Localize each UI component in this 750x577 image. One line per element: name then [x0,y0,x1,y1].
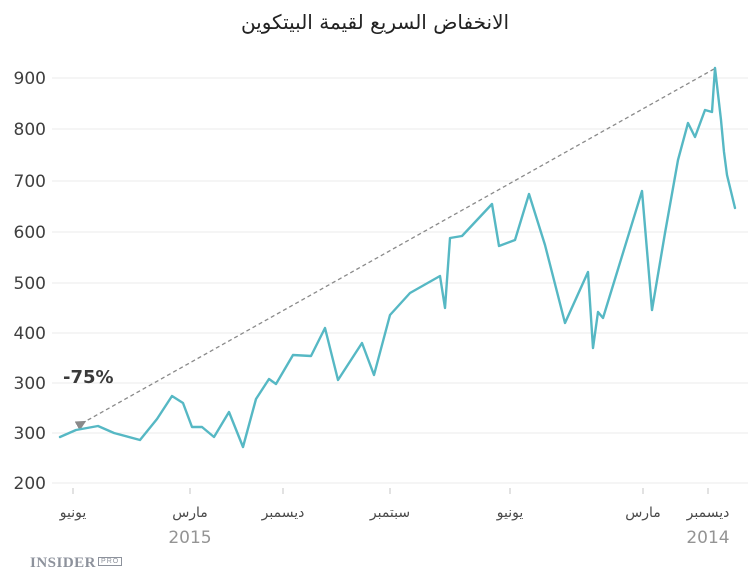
y-axis-label: 900 [14,69,46,89]
y-axis-label: 500 [14,274,46,294]
y-axis-label: 300 [14,424,46,444]
y-axis-label: 400 [14,324,46,344]
price-line [58,66,737,449]
x-axis-month-label: يونيو [59,505,87,521]
percent-drop-annotation: -75% [63,367,114,388]
x-axis-year-label: 2015 [168,528,211,548]
x-axis-month-label: يونيو [496,505,524,521]
x-axis-year-label: 2014 [686,528,729,548]
y-axis-label: 200 [14,474,46,494]
axis-labels: 900 800 700 600 500 400 300 300 200 يونيو مارس 2015… [14,69,730,548]
gridlines [52,77,748,484]
insider-pro-logo: INSIDER PRO [30,555,123,571]
x-axis-month-label: مارس [625,505,661,521]
y-axis-label: 300 [14,374,46,394]
x-axis-month-label: ديسمبر [261,505,305,521]
bitcoin-price-polyline [58,66,737,449]
trend-arrow [74,68,715,431]
x-axis-month-label: سبتمبر [369,505,410,521]
chart-title: الانخفاض السريع لقيمة البيتكوين [240,10,510,34]
logo-pro-badge: PRO [98,557,123,566]
y-axis-label: 700 [14,172,46,192]
x-axis-month-label: ديسمبر [686,505,730,521]
trend-dashed-line [74,68,715,431]
y-axis-label: 800 [14,120,46,140]
logo-brand-text: INSIDER [30,555,97,571]
y-axis-label: 600 [14,223,46,243]
x-axis-month-label: مارس [172,505,208,521]
